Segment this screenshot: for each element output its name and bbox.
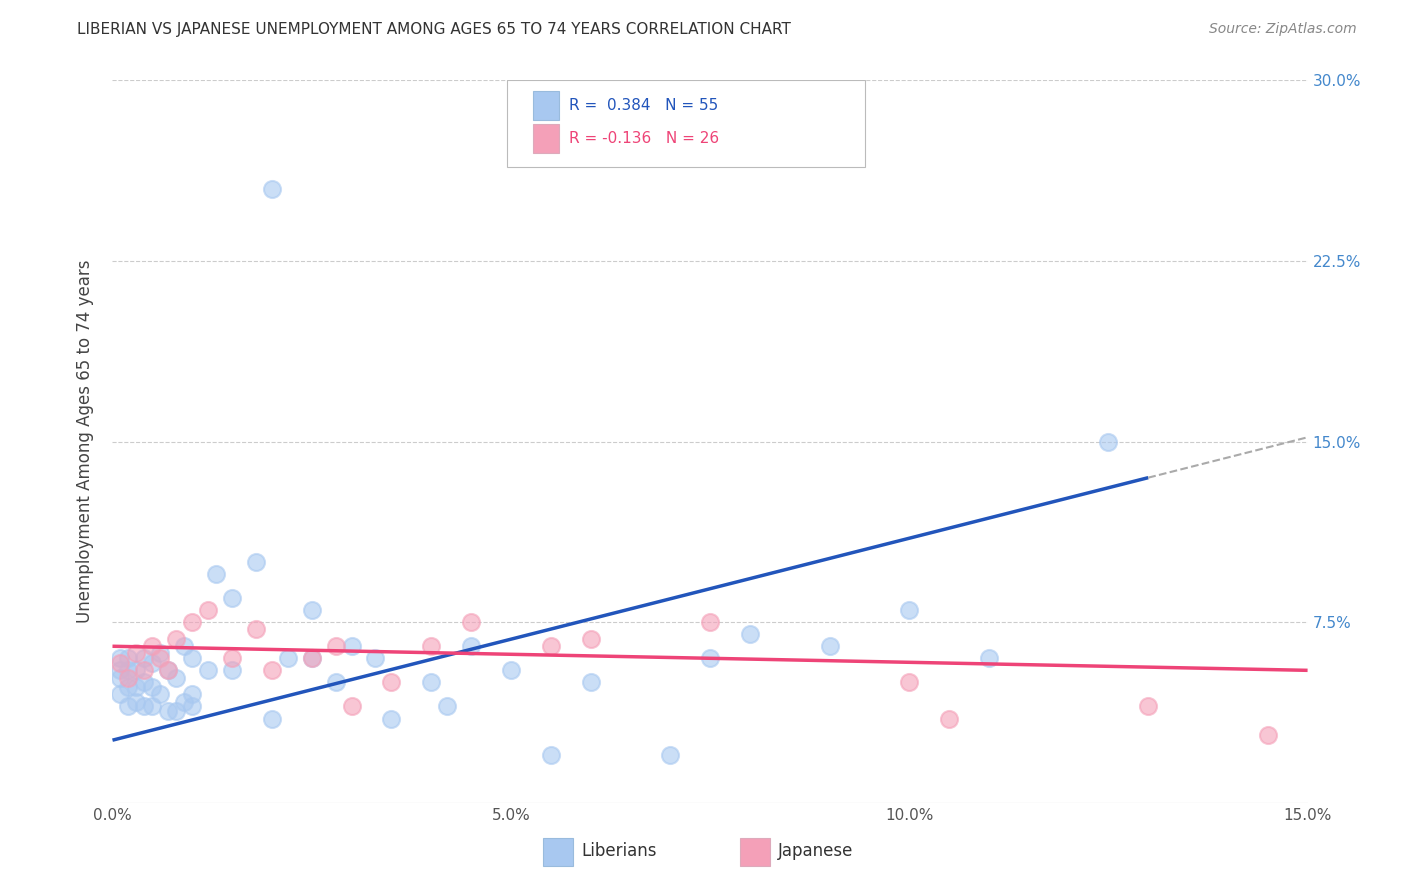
Point bbox=[221, 591, 243, 605]
Y-axis label: Unemployment Among Ages 65 to 74 years: Unemployment Among Ages 65 to 74 years bbox=[76, 260, 94, 624]
Point bbox=[818, 639, 841, 653]
Point bbox=[380, 712, 402, 726]
Point bbox=[579, 675, 602, 690]
Point bbox=[499, 664, 522, 678]
Point bbox=[245, 623, 267, 637]
Point bbox=[181, 651, 204, 665]
Point bbox=[141, 699, 163, 714]
Point bbox=[699, 651, 721, 665]
Point bbox=[301, 651, 323, 665]
Point bbox=[134, 675, 156, 690]
Text: R = -0.136   N = 26: R = -0.136 N = 26 bbox=[569, 130, 718, 145]
Text: LIBERIAN VS JAPANESE UNEMPLOYMENT AMONG AGES 65 TO 74 YEARS CORRELATION CHART: LIBERIAN VS JAPANESE UNEMPLOYMENT AMONG … bbox=[77, 22, 792, 37]
Point bbox=[117, 671, 139, 685]
Point bbox=[134, 664, 156, 678]
Point bbox=[364, 651, 387, 665]
Point bbox=[149, 647, 172, 661]
FancyBboxPatch shape bbox=[508, 80, 866, 167]
Point bbox=[165, 704, 187, 718]
Point bbox=[420, 675, 443, 690]
Point bbox=[540, 639, 562, 653]
Point bbox=[173, 695, 195, 709]
Point bbox=[277, 651, 299, 665]
Point bbox=[125, 695, 148, 709]
Point bbox=[141, 639, 163, 653]
Point bbox=[181, 687, 204, 701]
Text: Japanese: Japanese bbox=[778, 842, 853, 860]
Point bbox=[149, 651, 172, 665]
Point bbox=[1257, 728, 1279, 742]
Point bbox=[1097, 434, 1119, 449]
Point bbox=[141, 680, 163, 694]
Point bbox=[141, 656, 163, 670]
Point bbox=[110, 671, 132, 685]
Point bbox=[117, 664, 139, 678]
Point bbox=[197, 664, 219, 678]
Point bbox=[117, 651, 139, 665]
Point bbox=[938, 712, 960, 726]
Point bbox=[134, 651, 156, 665]
FancyBboxPatch shape bbox=[533, 91, 560, 120]
Point bbox=[221, 651, 243, 665]
FancyBboxPatch shape bbox=[533, 124, 560, 153]
Point bbox=[205, 567, 228, 582]
Point bbox=[110, 687, 132, 701]
Point bbox=[110, 651, 132, 665]
Point bbox=[380, 675, 402, 690]
Point bbox=[110, 656, 132, 670]
Point bbox=[460, 615, 482, 630]
Point bbox=[325, 639, 347, 653]
Point bbox=[165, 632, 187, 646]
Point bbox=[898, 675, 921, 690]
Point bbox=[340, 699, 363, 714]
Point bbox=[260, 664, 283, 678]
Point bbox=[977, 651, 1000, 665]
Point bbox=[738, 627, 761, 641]
Point bbox=[110, 664, 132, 678]
Point bbox=[181, 699, 204, 714]
FancyBboxPatch shape bbox=[543, 838, 572, 865]
Point bbox=[117, 699, 139, 714]
Point bbox=[157, 664, 180, 678]
Point bbox=[157, 664, 180, 678]
Point bbox=[1137, 699, 1160, 714]
Point bbox=[260, 712, 283, 726]
Point bbox=[260, 181, 283, 195]
Point bbox=[325, 675, 347, 690]
Point bbox=[898, 603, 921, 617]
Point bbox=[460, 639, 482, 653]
Point bbox=[221, 664, 243, 678]
Point bbox=[125, 680, 148, 694]
Point bbox=[125, 647, 148, 661]
Point bbox=[197, 603, 219, 617]
Point bbox=[134, 699, 156, 714]
Point bbox=[659, 747, 682, 762]
Point bbox=[149, 687, 172, 701]
Text: R =  0.384   N = 55: R = 0.384 N = 55 bbox=[569, 98, 718, 113]
Text: Source: ZipAtlas.com: Source: ZipAtlas.com bbox=[1209, 22, 1357, 37]
Point bbox=[301, 651, 323, 665]
Point bbox=[157, 704, 180, 718]
Point bbox=[340, 639, 363, 653]
Point bbox=[117, 680, 139, 694]
Point bbox=[181, 615, 204, 630]
Point bbox=[173, 639, 195, 653]
Point bbox=[436, 699, 458, 714]
Point bbox=[301, 603, 323, 617]
FancyBboxPatch shape bbox=[740, 838, 770, 865]
Point bbox=[125, 664, 148, 678]
Point bbox=[699, 615, 721, 630]
Point bbox=[245, 555, 267, 569]
Point bbox=[540, 747, 562, 762]
Point bbox=[420, 639, 443, 653]
Point bbox=[165, 671, 187, 685]
Text: Liberians: Liberians bbox=[581, 842, 657, 860]
Point bbox=[579, 632, 602, 646]
